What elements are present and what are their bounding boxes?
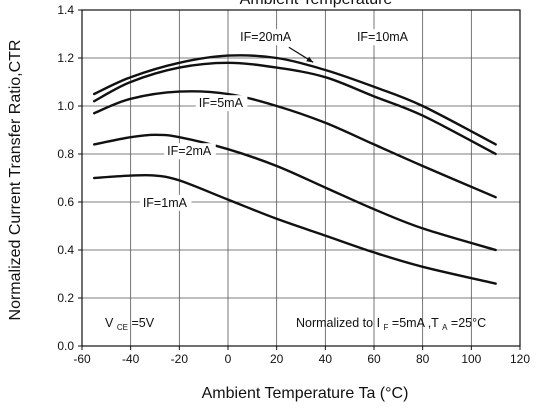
x-axis-title: Ambient Temperature Ta (°C) bbox=[202, 385, 409, 402]
leader-arrow-head bbox=[306, 56, 314, 63]
series-line bbox=[92, 90, 497, 199]
norm-sub1: F bbox=[384, 323, 389, 332]
tick-labels: -60 -40 -20 0 20 40 60 80 100 120 0.0 0.2 0.4 0.6 0.8 1… bbox=[57, 3, 530, 366]
series-line bbox=[92, 133, 497, 252]
series-label-background bbox=[164, 143, 216, 160]
vce-rest: =5V bbox=[131, 316, 154, 330]
grid bbox=[82, 10, 520, 346]
norm-suffix: =25°C bbox=[451, 316, 486, 330]
series-label: IF=20mA bbox=[240, 30, 292, 44]
y-axis-title: Normalized Current Transfer Ratio,CTR bbox=[7, 40, 24, 321]
series-label: IF=5mA bbox=[199, 96, 244, 110]
series-label: IF=10mA bbox=[357, 30, 409, 44]
x-tick-label: 20 bbox=[270, 352, 284, 366]
y-tick-label: 0.8 bbox=[57, 147, 74, 161]
vce-v: V bbox=[105, 316, 114, 330]
normalization-annotation: Normalized to I F =5mA ,T A =25°C bbox=[296, 316, 486, 333]
series-label: IF=1mA bbox=[143, 196, 188, 210]
y-tick-label: 0.2 bbox=[57, 291, 74, 305]
series-label: IF=2mA bbox=[167, 144, 212, 158]
x-tick-label: -60 bbox=[73, 352, 91, 366]
chart-title: Ambient Temperature bbox=[240, 0, 393, 8]
y-tick-label: 1.0 bbox=[57, 99, 74, 113]
series-label-background bbox=[195, 95, 248, 112]
vce-sub: CE bbox=[117, 323, 128, 332]
series-line bbox=[92, 173, 497, 285]
y-tick-label: 0.4 bbox=[57, 243, 74, 257]
y-tick-label: 0.6 bbox=[57, 195, 74, 209]
x-tick-label: 40 bbox=[319, 352, 333, 366]
series-label-background bbox=[139, 194, 192, 211]
vce-annotation: V CE =5V bbox=[105, 316, 155, 333]
y-tick-label: 0.0 bbox=[57, 339, 74, 353]
x-tick-label: -40 bbox=[122, 352, 140, 366]
plot-frame bbox=[81, 9, 521, 347]
x-tick-label: 0 bbox=[225, 352, 232, 366]
norm-prefix: Normalized to I bbox=[296, 316, 380, 330]
series-group: IF=20mA IF=10mA IF=5mA IF=2mA IF=1mA bbox=[92, 29, 497, 285]
series-line bbox=[92, 61, 497, 156]
x-tick-label: 80 bbox=[416, 352, 430, 366]
series-label-background bbox=[353, 29, 414, 46]
x-tick-label: -20 bbox=[171, 352, 189, 366]
x-tick-label: 100 bbox=[461, 352, 481, 366]
y-tick-label: 1.2 bbox=[57, 51, 74, 65]
norm-mid: =5mA ,T bbox=[392, 316, 439, 330]
series-label-background bbox=[237, 29, 297, 46]
x-tick-label: 60 bbox=[367, 352, 381, 366]
x-tick-label: 120 bbox=[510, 352, 530, 366]
y-tick-label: 1.4 bbox=[57, 3, 74, 17]
norm-sub2: A bbox=[442, 323, 448, 332]
series-line bbox=[92, 54, 497, 146]
